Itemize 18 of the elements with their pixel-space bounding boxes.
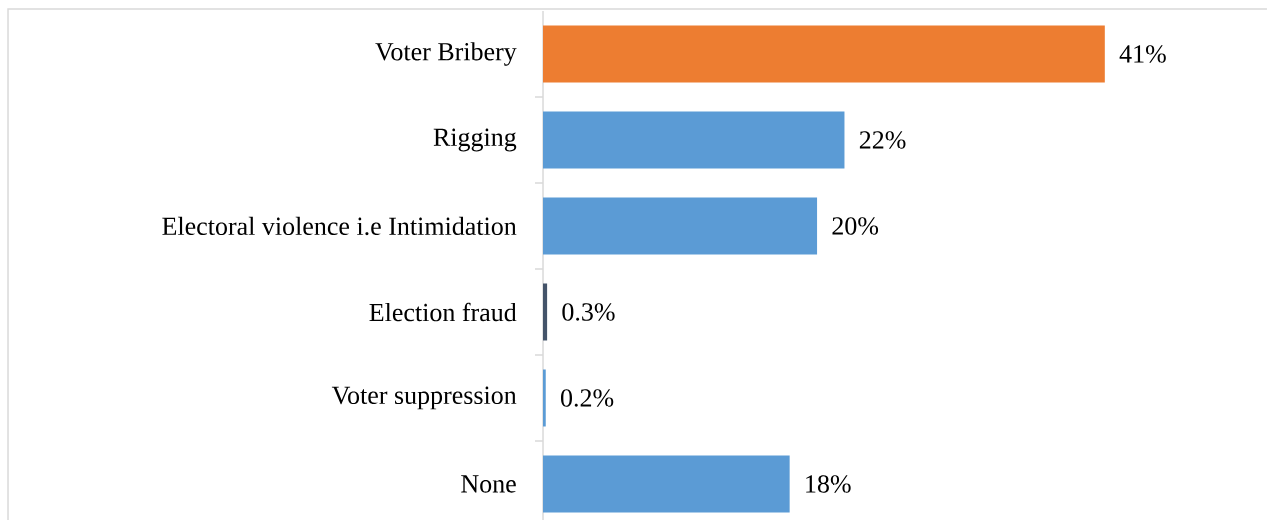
data-label: 0.2% — [560, 389, 614, 407]
y-tick-label: Voter suppression — [331, 386, 517, 410]
y-tick-label: Election fraud — [369, 302, 517, 322]
bar — [543, 111, 845, 169]
data-label: 22% — [859, 131, 906, 149]
y-tick-label: None — [461, 475, 516, 493]
bar — [543, 455, 790, 513]
bar — [543, 283, 548, 341]
data-label: 20% — [832, 217, 879, 235]
bar — [543, 25, 1105, 83]
y-tick-label: Voter Bribery — [375, 42, 517, 66]
y-tick-label: Electoral violence i.e Intimidation — [162, 216, 517, 236]
bar — [543, 197, 818, 255]
bar — [543, 369, 546, 427]
y-tick-label: Rigging — [433, 128, 517, 152]
data-label: 0.3% — [562, 303, 615, 321]
data-label: 18% — [806, 475, 851, 493]
data-label: 41% — [1119, 45, 1166, 63]
